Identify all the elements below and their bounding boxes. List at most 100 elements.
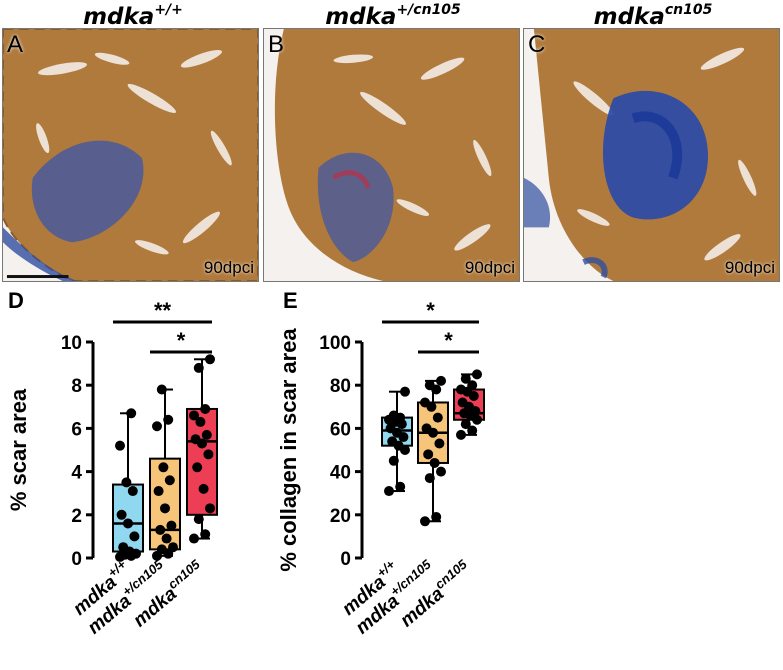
genotype-title-wt: mdka+/+ [3, 2, 263, 30]
data-point [166, 520, 177, 531]
data-point [395, 481, 406, 492]
y-tick-label: 8 [71, 376, 82, 397]
histology-image-a [3, 29, 258, 281]
category-sup: cn105 [165, 556, 203, 592]
data-point [205, 354, 215, 365]
data-point [436, 466, 446, 477]
data-point [189, 410, 199, 421]
genotype-base: mdka [325, 4, 397, 30]
data-point [460, 373, 471, 384]
y-axis-label: % scar area [6, 388, 31, 511]
data-point [424, 473, 435, 484]
y-tick-label: 2 [71, 506, 82, 527]
genotype-base: mdka [83, 4, 155, 30]
timepoint-label: 90dpci [724, 258, 775, 277]
y-tick-label: 40 [330, 463, 351, 484]
category-sup: cn105 [432, 556, 470, 592]
data-point [424, 380, 435, 391]
data-point [198, 483, 209, 494]
data-point [155, 524, 166, 535]
data-point [156, 384, 167, 395]
panel-letter: E [283, 288, 298, 313]
data-point [163, 414, 174, 425]
data-point [118, 542, 129, 553]
data-point [467, 380, 478, 391]
data-point [127, 486, 138, 497]
data-point [421, 423, 432, 434]
significance-label: * [177, 328, 186, 353]
y-tick-label: 0 [71, 549, 82, 570]
panel-letter: A [7, 31, 24, 58]
y-tick-label: 4 [71, 463, 82, 484]
data-point [467, 425, 478, 436]
histology-panel-b: B 90dpci [263, 28, 520, 282]
data-point [387, 436, 398, 447]
y-tick-label: 80 [330, 376, 351, 397]
category-label: mdkacn105 [394, 556, 477, 631]
data-point [423, 449, 434, 460]
chart-e: E 0 20 40 60 80 100 % collagen in scar area mdka… [276, 288, 485, 639]
data-point [429, 457, 440, 468]
data-point [388, 455, 399, 466]
data-point [203, 449, 214, 460]
data-point [153, 486, 164, 497]
genotype-sup: +/+ [154, 2, 183, 18]
data-point [161, 533, 172, 544]
data-point [195, 416, 206, 427]
data-point [192, 462, 203, 473]
data-point [115, 440, 125, 451]
panel-letter: B [268, 31, 285, 58]
data-point [158, 462, 169, 473]
box [112, 483, 144, 553]
y-tick-label: 0 [340, 549, 351, 570]
data-point [436, 375, 446, 386]
genotype-title-mut: mdkacn105 [523, 2, 783, 30]
data-point [201, 429, 212, 440]
data-point [456, 429, 466, 440]
timepoint-label: 90dpci [464, 258, 515, 277]
data-point [200, 529, 211, 540]
data-point [121, 477, 132, 488]
data-point [420, 516, 430, 527]
data-point [160, 503, 170, 514]
genotype-base: mdka [593, 4, 665, 30]
data-point [152, 421, 162, 432]
y-tick-label: 10 [61, 333, 82, 354]
data-point [156, 544, 167, 555]
data-point [116, 509, 127, 520]
y-tick-label: 100 [319, 333, 351, 354]
histology-panel-a: A 90dpci [2, 28, 259, 282]
data-point [456, 384, 466, 395]
data-point [432, 412, 443, 423]
data-point [205, 503, 215, 514]
data-point [193, 362, 204, 373]
genotype-sup: +/cn105 [396, 2, 461, 18]
data-point [420, 397, 430, 408]
y-axis-label: % collagen in scar area [276, 328, 301, 572]
panel-letter: C [528, 31, 546, 58]
y-tick-label: 6 [71, 419, 82, 440]
data-point [400, 386, 410, 397]
data-point [129, 531, 140, 542]
data-point [126, 408, 137, 419]
data-point [457, 397, 468, 408]
y-tick-label: 20 [330, 506, 351, 527]
y-tick-label: 60 [330, 419, 351, 440]
significance-label: * [444, 328, 453, 353]
significance-label: * [426, 298, 435, 323]
data-point [472, 369, 482, 380]
histology-image-c [524, 29, 779, 281]
data-point [460, 419, 471, 430]
data-point [200, 403, 211, 414]
data-point [193, 514, 204, 525]
data-point [384, 486, 394, 497]
data-point [388, 410, 399, 421]
data-point [431, 511, 442, 522]
data-point [434, 438, 445, 449]
timepoint-label: 90dpci [203, 258, 254, 277]
data-point [168, 542, 178, 553]
genotype-title-het: mdka+/cn105 [263, 2, 523, 30]
histology-panel-c: C 90dpci [523, 28, 780, 282]
category-label: mdkacn105 [127, 556, 210, 631]
